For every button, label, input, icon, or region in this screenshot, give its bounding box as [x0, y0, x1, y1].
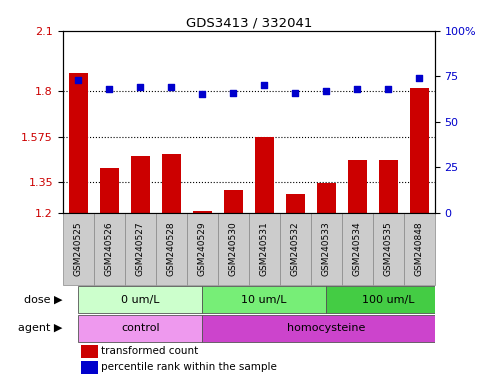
Bar [379, 160, 398, 213]
Point [74, 77, 82, 83]
Bar [81, 361, 98, 374]
Bar [193, 210, 212, 213]
Text: GSM240528: GSM240528 [167, 222, 176, 276]
Text: agent ▶: agent ▶ [18, 323, 63, 333]
Bar [373, 213, 404, 285]
Bar [131, 156, 150, 213]
Text: percentile rank within the sample: percentile rank within the sample [101, 362, 277, 372]
Point [229, 89, 237, 96]
Point [384, 86, 392, 92]
Text: GSM240526: GSM240526 [105, 222, 114, 276]
Bar [249, 213, 280, 285]
Bar [125, 213, 156, 285]
Bar [78, 314, 202, 342]
Text: 100 um/L: 100 um/L [362, 295, 414, 305]
Bar [286, 194, 304, 213]
Bar [63, 213, 94, 285]
Bar [280, 213, 311, 285]
Bar [410, 88, 428, 213]
Point [354, 86, 361, 92]
Point [415, 75, 423, 81]
Bar [202, 314, 450, 342]
Point [136, 84, 144, 90]
Text: GSM240534: GSM240534 [353, 222, 362, 276]
Bar [404, 213, 435, 285]
Bar [69, 73, 87, 213]
Text: GSM240531: GSM240531 [260, 222, 269, 276]
Bar [326, 286, 450, 313]
Text: GSM240530: GSM240530 [229, 222, 238, 276]
Text: GSM240525: GSM240525 [74, 222, 83, 276]
Bar [218, 213, 249, 285]
Bar [255, 137, 273, 213]
Point [199, 91, 206, 98]
Point [322, 88, 330, 94]
Text: GSM240529: GSM240529 [198, 222, 207, 276]
Bar [94, 213, 125, 285]
Text: GSM240533: GSM240533 [322, 222, 331, 276]
Bar [202, 286, 326, 313]
Text: 10 um/L: 10 um/L [242, 295, 287, 305]
Text: homocysteine: homocysteine [287, 323, 366, 333]
Text: GSM240527: GSM240527 [136, 222, 145, 276]
Text: GSM240532: GSM240532 [291, 222, 300, 276]
Point [260, 82, 268, 88]
Bar [342, 213, 373, 285]
Text: GSM240535: GSM240535 [384, 222, 393, 276]
Bar [81, 345, 98, 358]
Text: 0 um/L: 0 um/L [121, 295, 159, 305]
Title: GDS3413 / 332041: GDS3413 / 332041 [185, 17, 312, 30]
Bar [348, 160, 367, 213]
Bar [162, 154, 181, 213]
Point [105, 86, 113, 92]
Text: GSM240848: GSM240848 [415, 222, 424, 276]
Bar [187, 213, 218, 285]
Text: dose ▶: dose ▶ [24, 295, 63, 305]
Bar [311, 213, 342, 285]
Point [168, 84, 175, 90]
Bar [156, 213, 187, 285]
Text: transformed count: transformed count [101, 346, 199, 356]
Text: control: control [121, 323, 159, 333]
Bar [224, 190, 242, 213]
Point [291, 89, 299, 96]
Bar [78, 286, 202, 313]
Bar [100, 168, 118, 213]
Bar [317, 183, 336, 213]
